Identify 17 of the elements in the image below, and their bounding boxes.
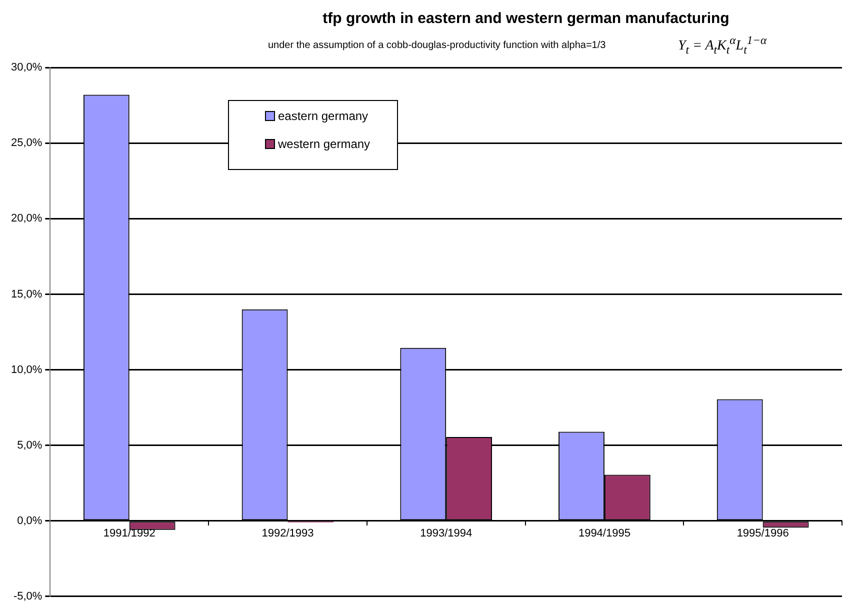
y-tick-label: 10,0% <box>10 364 42 376</box>
legend-label: eastern germany <box>278 109 368 123</box>
y-tick-label: 0,0% <box>17 514 42 527</box>
y-tick-label: 20,0% <box>10 212 42 225</box>
chart-title: tfp growth in eastern and western german manufacturing <box>322 10 730 27</box>
y-tick-label: 30,0% <box>10 62 42 74</box>
x-tick-label: 1993/1994 <box>420 527 472 540</box>
y-tick-label: 15,0% <box>10 288 42 300</box>
y-tick-label: 5,0% <box>17 439 42 452</box>
x-tick-label: 1995/1996 <box>736 527 789 540</box>
x-tick-label: 1994/1995 <box>578 527 630 540</box>
x-tick-label: 1992/1993 <box>262 527 314 540</box>
x-tick-label: 1991/1992 <box>103 527 156 540</box>
y-tick-label: -5,0% <box>13 590 42 602</box>
y-tick-label: 25,0% <box>10 137 42 150</box>
legend-label: western germany <box>278 137 370 151</box>
chart-subtitle: under the assumption of a cobb-douglas-productivity function with alpha=1/3 <box>268 40 606 51</box>
